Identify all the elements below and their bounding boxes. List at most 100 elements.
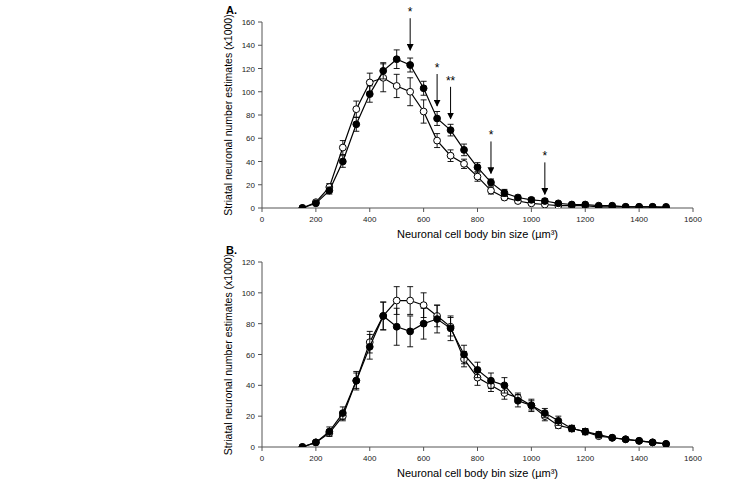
data-point (555, 417, 562, 424)
data-point (609, 434, 616, 441)
series-line (302, 59, 666, 208)
data-point (312, 439, 319, 446)
data-point (407, 88, 414, 95)
y-tick-label: 100 (242, 289, 256, 298)
data-point (339, 410, 346, 417)
y-tick (258, 262, 262, 263)
y-tick (258, 208, 262, 209)
data-point (366, 91, 373, 98)
x-tick (693, 447, 694, 451)
x-tick-label: 400 (363, 454, 377, 463)
error-bar (461, 159, 467, 168)
y-tick-label: 20 (246, 412, 255, 421)
error-bar (528, 399, 534, 411)
data-point (461, 351, 468, 358)
x-tick (423, 208, 424, 212)
error-bar (488, 179, 494, 186)
x-tick-label: 1000 (522, 454, 540, 463)
annotation-text: * (408, 5, 413, 19)
x-tick (531, 208, 532, 212)
error-bar (555, 416, 561, 425)
data-point (501, 382, 508, 389)
data-point (595, 202, 602, 208)
data-point (622, 203, 629, 208)
data-point (407, 328, 414, 335)
data-point (528, 196, 535, 203)
data-point (380, 313, 387, 320)
data-point (488, 179, 495, 186)
error-bar (582, 429, 588, 435)
data-point (663, 441, 670, 447)
error-bar (434, 112, 440, 126)
marks (299, 287, 669, 447)
x-tick-label: 400 (363, 215, 377, 224)
x-tick (315, 447, 316, 451)
data-point (420, 320, 427, 327)
x-tick (639, 208, 640, 212)
data-point (622, 436, 629, 443)
data-point (326, 187, 333, 194)
y-tick-label: 120 (242, 258, 256, 267)
data-point (636, 437, 643, 444)
x-tick (369, 447, 370, 451)
y-tick-label: 140 (242, 41, 256, 50)
x-tick-label: 0 (260, 215, 265, 224)
data-point (393, 297, 400, 304)
data-point (582, 201, 589, 208)
error-bar (448, 124, 454, 136)
data-point (568, 425, 575, 432)
annotation-text: * (543, 149, 548, 163)
y-tick-label: 60 (246, 351, 255, 360)
x-tick (423, 447, 424, 451)
data-point (420, 302, 427, 309)
y-axis-title: Striatal neuronal number estimates (x100… (222, 254, 234, 455)
error-bar (475, 172, 481, 181)
error-bar (461, 144, 467, 156)
data-point (488, 377, 495, 384)
x-tick-label: 1400 (630, 215, 648, 224)
data-point (582, 428, 589, 435)
y-tick (258, 161, 262, 162)
error-bar (475, 163, 481, 172)
error-bar (380, 63, 386, 79)
data-point (420, 85, 427, 92)
data-point (555, 200, 562, 207)
data-point (380, 313, 387, 320)
data-point (393, 323, 400, 330)
error-bar (596, 432, 602, 438)
error-bar (434, 134, 440, 148)
y-tick (258, 22, 262, 23)
y-tick (258, 184, 262, 185)
y-tick-label: 40 (246, 158, 255, 167)
error-bar (528, 401, 534, 410)
data-point (407, 297, 414, 304)
data-point (339, 144, 346, 151)
annotation-arrow (410, 18, 411, 50)
data-point (636, 203, 643, 208)
y-tick-label: 0 (251, 443, 256, 452)
y-axis-title: Striatal neuronal number estimates (x100… (222, 14, 234, 215)
data-point (299, 444, 306, 447)
x-tick-label: 0 (260, 454, 265, 463)
y-tick-label: 120 (242, 65, 256, 74)
x-tick-label: 1600 (684, 215, 702, 224)
data-point (649, 203, 656, 208)
error-bar (475, 362, 481, 377)
annotation-text: ** (446, 74, 456, 88)
y-tick-label: 80 (246, 320, 255, 329)
error-bar (461, 345, 467, 364)
series-line (302, 78, 666, 208)
x-tick (531, 447, 532, 451)
error-bar (501, 378, 507, 393)
data-point (299, 205, 306, 208)
y-tick-label: 60 (246, 134, 255, 143)
data-point (663, 203, 670, 208)
x-tick-label: 1000 (522, 215, 540, 224)
annotation-arrow (490, 141, 491, 173)
data-point (407, 62, 414, 69)
x-tick (315, 208, 316, 212)
x-tick (585, 447, 586, 451)
x-tick (477, 208, 478, 212)
data-point (622, 436, 629, 443)
data-point (609, 434, 616, 441)
